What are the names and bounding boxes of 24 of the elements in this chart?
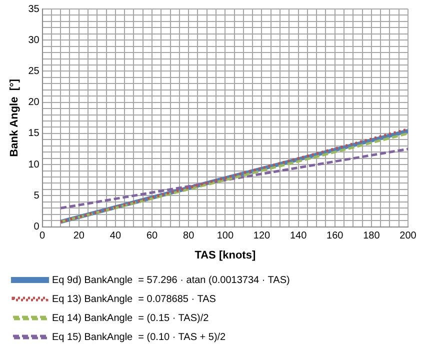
y-axis-title: Bank Angle [°] [8, 78, 21, 157]
x-tick-label: 120 [253, 230, 271, 242]
x-tick-label: 20 [73, 230, 85, 242]
x-tick-label: 200 [400, 230, 417, 242]
x-tick-label: 160 [326, 230, 344, 242]
x-tick-label: 180 [363, 230, 380, 242]
y-tick-label: 35 [28, 4, 40, 15]
y-tick-label: 5 [34, 190, 40, 202]
x-tick-label: 100 [216, 230, 234, 242]
legend-label: Eq 13) BankAngle = 0.078685 · TAS [52, 294, 216, 305]
y-tick-label: 15 [28, 128, 40, 140]
x-tick-label: 80 [183, 230, 195, 242]
legend-label: Eq 15) BankAngle = (0.10 · TAS + 5)/2 [52, 332, 226, 343]
x-axis-title: TAS [knots] [194, 249, 256, 262]
y-tick-label: 10 [28, 159, 40, 170]
x-tick-label: 60 [146, 230, 158, 242]
x-tick-label: 140 [290, 230, 308, 242]
legend-label: Eq 14) BankAngle = (0.15 · TAS)/2 [52, 312, 210, 324]
y-tick-label: 25 [28, 66, 40, 77]
x-tick-label: 40 [110, 230, 122, 242]
y-tick-label: 30 [28, 34, 40, 46]
y-tick-label: 0 [34, 222, 40, 233]
legend-label: Eq 9d) BankAngle = 57.296 · atan (0.0013734 · TAS) [52, 274, 290, 286]
y-tick-label: 20 [28, 97, 40, 108]
